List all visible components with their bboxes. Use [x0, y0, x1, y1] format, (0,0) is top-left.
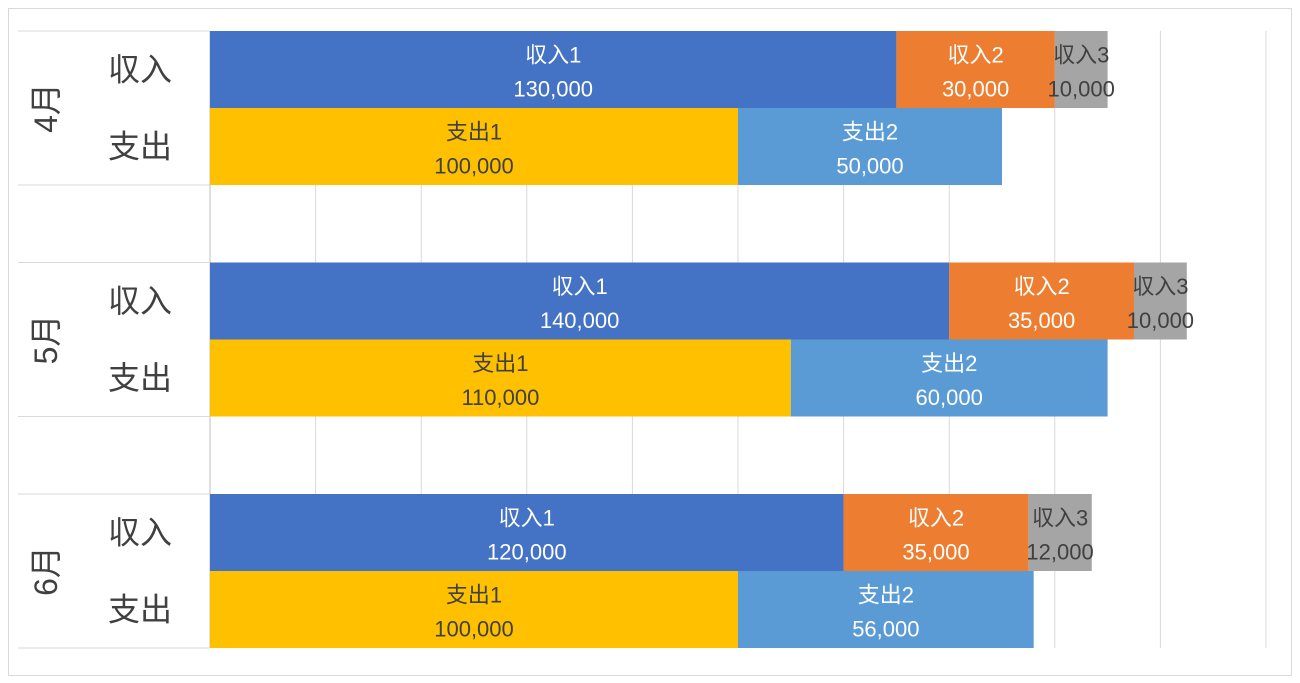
data-label-name: 収入1: [499, 506, 555, 531]
data-label-value: 50,000: [836, 154, 903, 179]
bar-segment: [1054, 31, 1108, 108]
group-5月: 5月 収入 収入1 140,000 収入2 35,000 収入3 10,000 支出 支出1 110…: [28, 262, 1194, 417]
data-label-value: 100,000: [434, 154, 514, 179]
data-label-name: 収入1: [551, 274, 607, 299]
data-label-value: 10,000: [1127, 308, 1194, 333]
bar-segment: [210, 571, 738, 648]
data-label-value: 120,000: [487, 540, 567, 565]
row-label: 支出: [108, 360, 172, 396]
data-label-value: 35,000: [1008, 308, 1075, 333]
data-label-name: 収入3: [1053, 43, 1109, 68]
group-4月: 4月 収入 収入1 130,000 収入2 30,000 収入3 10,000 支出 支出1 100…: [28, 31, 1115, 185]
bar-segment: [790, 339, 1108, 417]
data-label-name: 支出2: [921, 351, 977, 376]
data-label-name: 収入3: [1032, 506, 1088, 531]
data-label-value: 60,000: [916, 385, 983, 410]
bar-segment: [210, 339, 791, 417]
bar-segment: [738, 571, 1034, 648]
data-label-name: 収入2: [1013, 274, 1069, 299]
data-label-value: 130,000: [513, 77, 593, 102]
bar-segment: [896, 31, 1055, 108]
data-label-name: 収入2: [908, 506, 964, 531]
bar-segment: [210, 262, 950, 340]
data-label-value: 56,000: [852, 617, 919, 642]
bar-segment: [843, 494, 1029, 571]
bar-segment: [210, 108, 738, 185]
month-label: 4月: [28, 83, 64, 133]
bar-segment: [210, 31, 897, 108]
data-label-value: 100,000: [434, 617, 514, 642]
data-label-value: 12,000: [1026, 540, 1093, 565]
bar-segment: [210, 494, 844, 571]
data-label-name: 支出1: [446, 120, 502, 145]
data-label-value: 10,000: [1048, 77, 1115, 102]
data-label-name: 収入3: [1132, 274, 1188, 299]
data-label-value: 110,000: [461, 385, 539, 410]
month-label: 6月: [28, 546, 64, 596]
data-label-value: 30,000: [942, 77, 1009, 102]
group-6月: 6月 収入 収入1 120,000 収入2 35,000 収入3 12,000 支出 支出1 100…: [28, 494, 1094, 648]
data-label-name: 収入1: [525, 43, 581, 68]
data-label-name: 支出1: [472, 351, 528, 376]
row-label: 収入: [108, 283, 172, 319]
bar-segment: [949, 262, 1134, 340]
data-label-name: 支出1: [446, 583, 502, 608]
data-label-name: 支出2: [858, 583, 914, 608]
bar-segment: [1134, 262, 1187, 340]
data-label-value: 35,000: [902, 540, 969, 565]
data-label-value: 140,000: [540, 308, 620, 333]
row-label: 支出: [108, 129, 172, 165]
row-label: 収入: [108, 515, 172, 551]
bar-segment: [1028, 494, 1092, 571]
data-label-name: 支出2: [842, 120, 898, 145]
row-label: 支出: [108, 592, 172, 628]
chart-frame: [8, 8, 1292, 676]
data-label-name: 収入2: [947, 43, 1003, 68]
month-label: 5月: [28, 315, 64, 365]
row-label: 収入: [108, 52, 172, 88]
bar-segment: [738, 108, 1002, 185]
